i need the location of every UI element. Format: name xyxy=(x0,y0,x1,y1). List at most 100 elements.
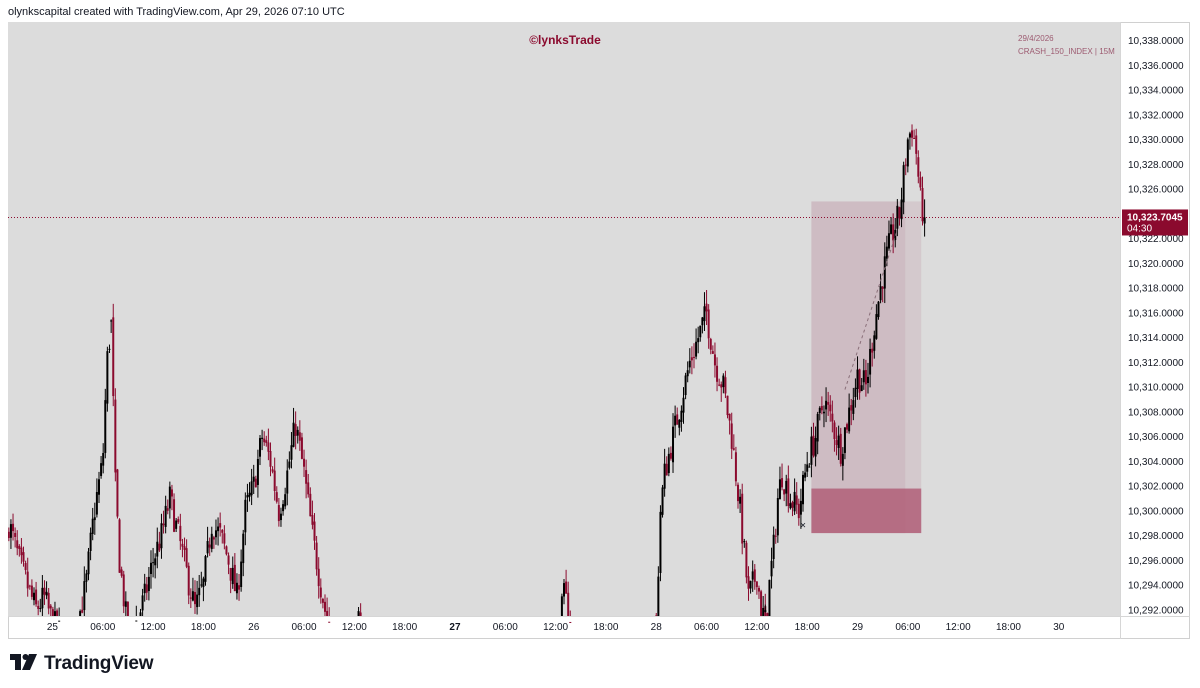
footer-branding: TradingView xyxy=(10,653,154,675)
projection-trend-line[interactable] xyxy=(844,230,898,390)
candle xyxy=(672,413,675,473)
candle xyxy=(91,507,94,541)
candle-body xyxy=(118,519,121,573)
candle-body xyxy=(812,435,815,456)
candle-body xyxy=(728,413,731,421)
price-tick-label: 10,322.0000 xyxy=(1128,234,1184,245)
candle-body xyxy=(852,400,855,414)
candle xyxy=(760,589,763,616)
candle xyxy=(684,372,687,400)
candle xyxy=(766,612,769,616)
candle xyxy=(908,131,911,150)
candle xyxy=(739,489,742,514)
candle-body xyxy=(703,306,706,322)
candle xyxy=(279,507,282,527)
candle xyxy=(85,569,88,593)
candle-body xyxy=(24,562,27,571)
candle xyxy=(244,492,247,546)
annotations-layer xyxy=(811,201,922,534)
candle xyxy=(254,475,257,488)
candle xyxy=(713,342,716,378)
candle-body xyxy=(692,356,695,358)
candle-body xyxy=(265,440,268,443)
candle-body xyxy=(783,489,786,495)
price-axis[interactable]: 10,292.0000 10,294.0000 10,296.0000 10,298.… xyxy=(1128,36,1184,616)
candle xyxy=(917,150,920,184)
time-axis[interactable]: 25 06:00 12:00 18:00 26 06:00 12:00 18:00 27 06:0… xyxy=(47,622,1065,633)
candle-body xyxy=(87,551,90,575)
candle-body xyxy=(156,541,159,557)
candle-body xyxy=(30,585,33,597)
candle xyxy=(79,609,82,616)
candle xyxy=(655,613,658,617)
candle-body xyxy=(743,541,746,543)
candle-body xyxy=(39,607,42,609)
candle xyxy=(275,486,278,504)
candle xyxy=(53,601,56,616)
time-tick-label: 30 xyxy=(1053,622,1065,633)
candle-body xyxy=(789,503,792,509)
candle xyxy=(256,449,259,498)
candle-body xyxy=(16,540,19,549)
candle xyxy=(898,206,901,226)
candle xyxy=(676,407,679,425)
candle-body xyxy=(246,495,249,498)
projection-range-box[interactable] xyxy=(811,201,906,534)
candle xyxy=(569,610,572,623)
candle xyxy=(225,545,228,556)
price-tick-label: 10,298.0000 xyxy=(1128,531,1184,542)
candle-body xyxy=(906,139,909,167)
candle-body xyxy=(240,561,243,587)
candle xyxy=(783,488,786,502)
candle-body xyxy=(191,591,194,601)
candle-body xyxy=(315,542,318,570)
candle xyxy=(14,527,17,548)
candle xyxy=(812,422,815,458)
candle-body xyxy=(326,610,329,616)
candle-body xyxy=(734,452,737,482)
candle-body xyxy=(112,317,115,397)
current-price-value: 10,323.7045 xyxy=(1127,212,1183,223)
candle-body xyxy=(271,469,274,472)
stop-marker-label: × xyxy=(800,521,806,532)
candle-body xyxy=(100,463,103,476)
candle xyxy=(789,493,792,510)
projection-range-extension[interactable] xyxy=(905,201,922,489)
candle-body xyxy=(321,598,324,603)
candle-body xyxy=(89,532,92,551)
candle xyxy=(191,577,194,602)
candle xyxy=(12,513,15,541)
candle-body xyxy=(678,419,681,428)
candle-body xyxy=(79,611,82,616)
candle xyxy=(825,387,828,423)
candle-body xyxy=(919,177,922,188)
candle-body xyxy=(705,303,708,312)
candle-body xyxy=(797,503,800,519)
candle-body xyxy=(774,535,777,537)
candle-body xyxy=(820,406,823,411)
price-tick-label: 10,296.0000 xyxy=(1128,556,1184,567)
current-price-label: 10,323.7045 04:30 xyxy=(1122,209,1188,236)
candle-body xyxy=(875,314,878,339)
candle xyxy=(810,426,813,478)
candle xyxy=(235,573,238,600)
price-chart[interactable]: × 10,292.000010,294.000010,296.000010,29… xyxy=(8,22,1190,639)
candle xyxy=(846,422,849,434)
candle xyxy=(32,587,35,606)
time-tick-label: 06:00 xyxy=(895,622,920,633)
candle-body xyxy=(177,519,180,523)
candle-body xyxy=(97,479,100,495)
demand-zone-box[interactable] xyxy=(811,488,922,534)
candle-body xyxy=(732,448,735,450)
candle xyxy=(250,468,253,506)
candle-body xyxy=(250,481,253,496)
candle-body xyxy=(162,523,165,526)
candle-body xyxy=(8,531,10,539)
candle xyxy=(730,412,733,459)
candle xyxy=(869,338,872,388)
candle xyxy=(282,500,285,516)
candle-body xyxy=(124,601,127,607)
candle xyxy=(152,547,155,578)
candle-body xyxy=(684,375,687,396)
candle xyxy=(866,362,869,394)
